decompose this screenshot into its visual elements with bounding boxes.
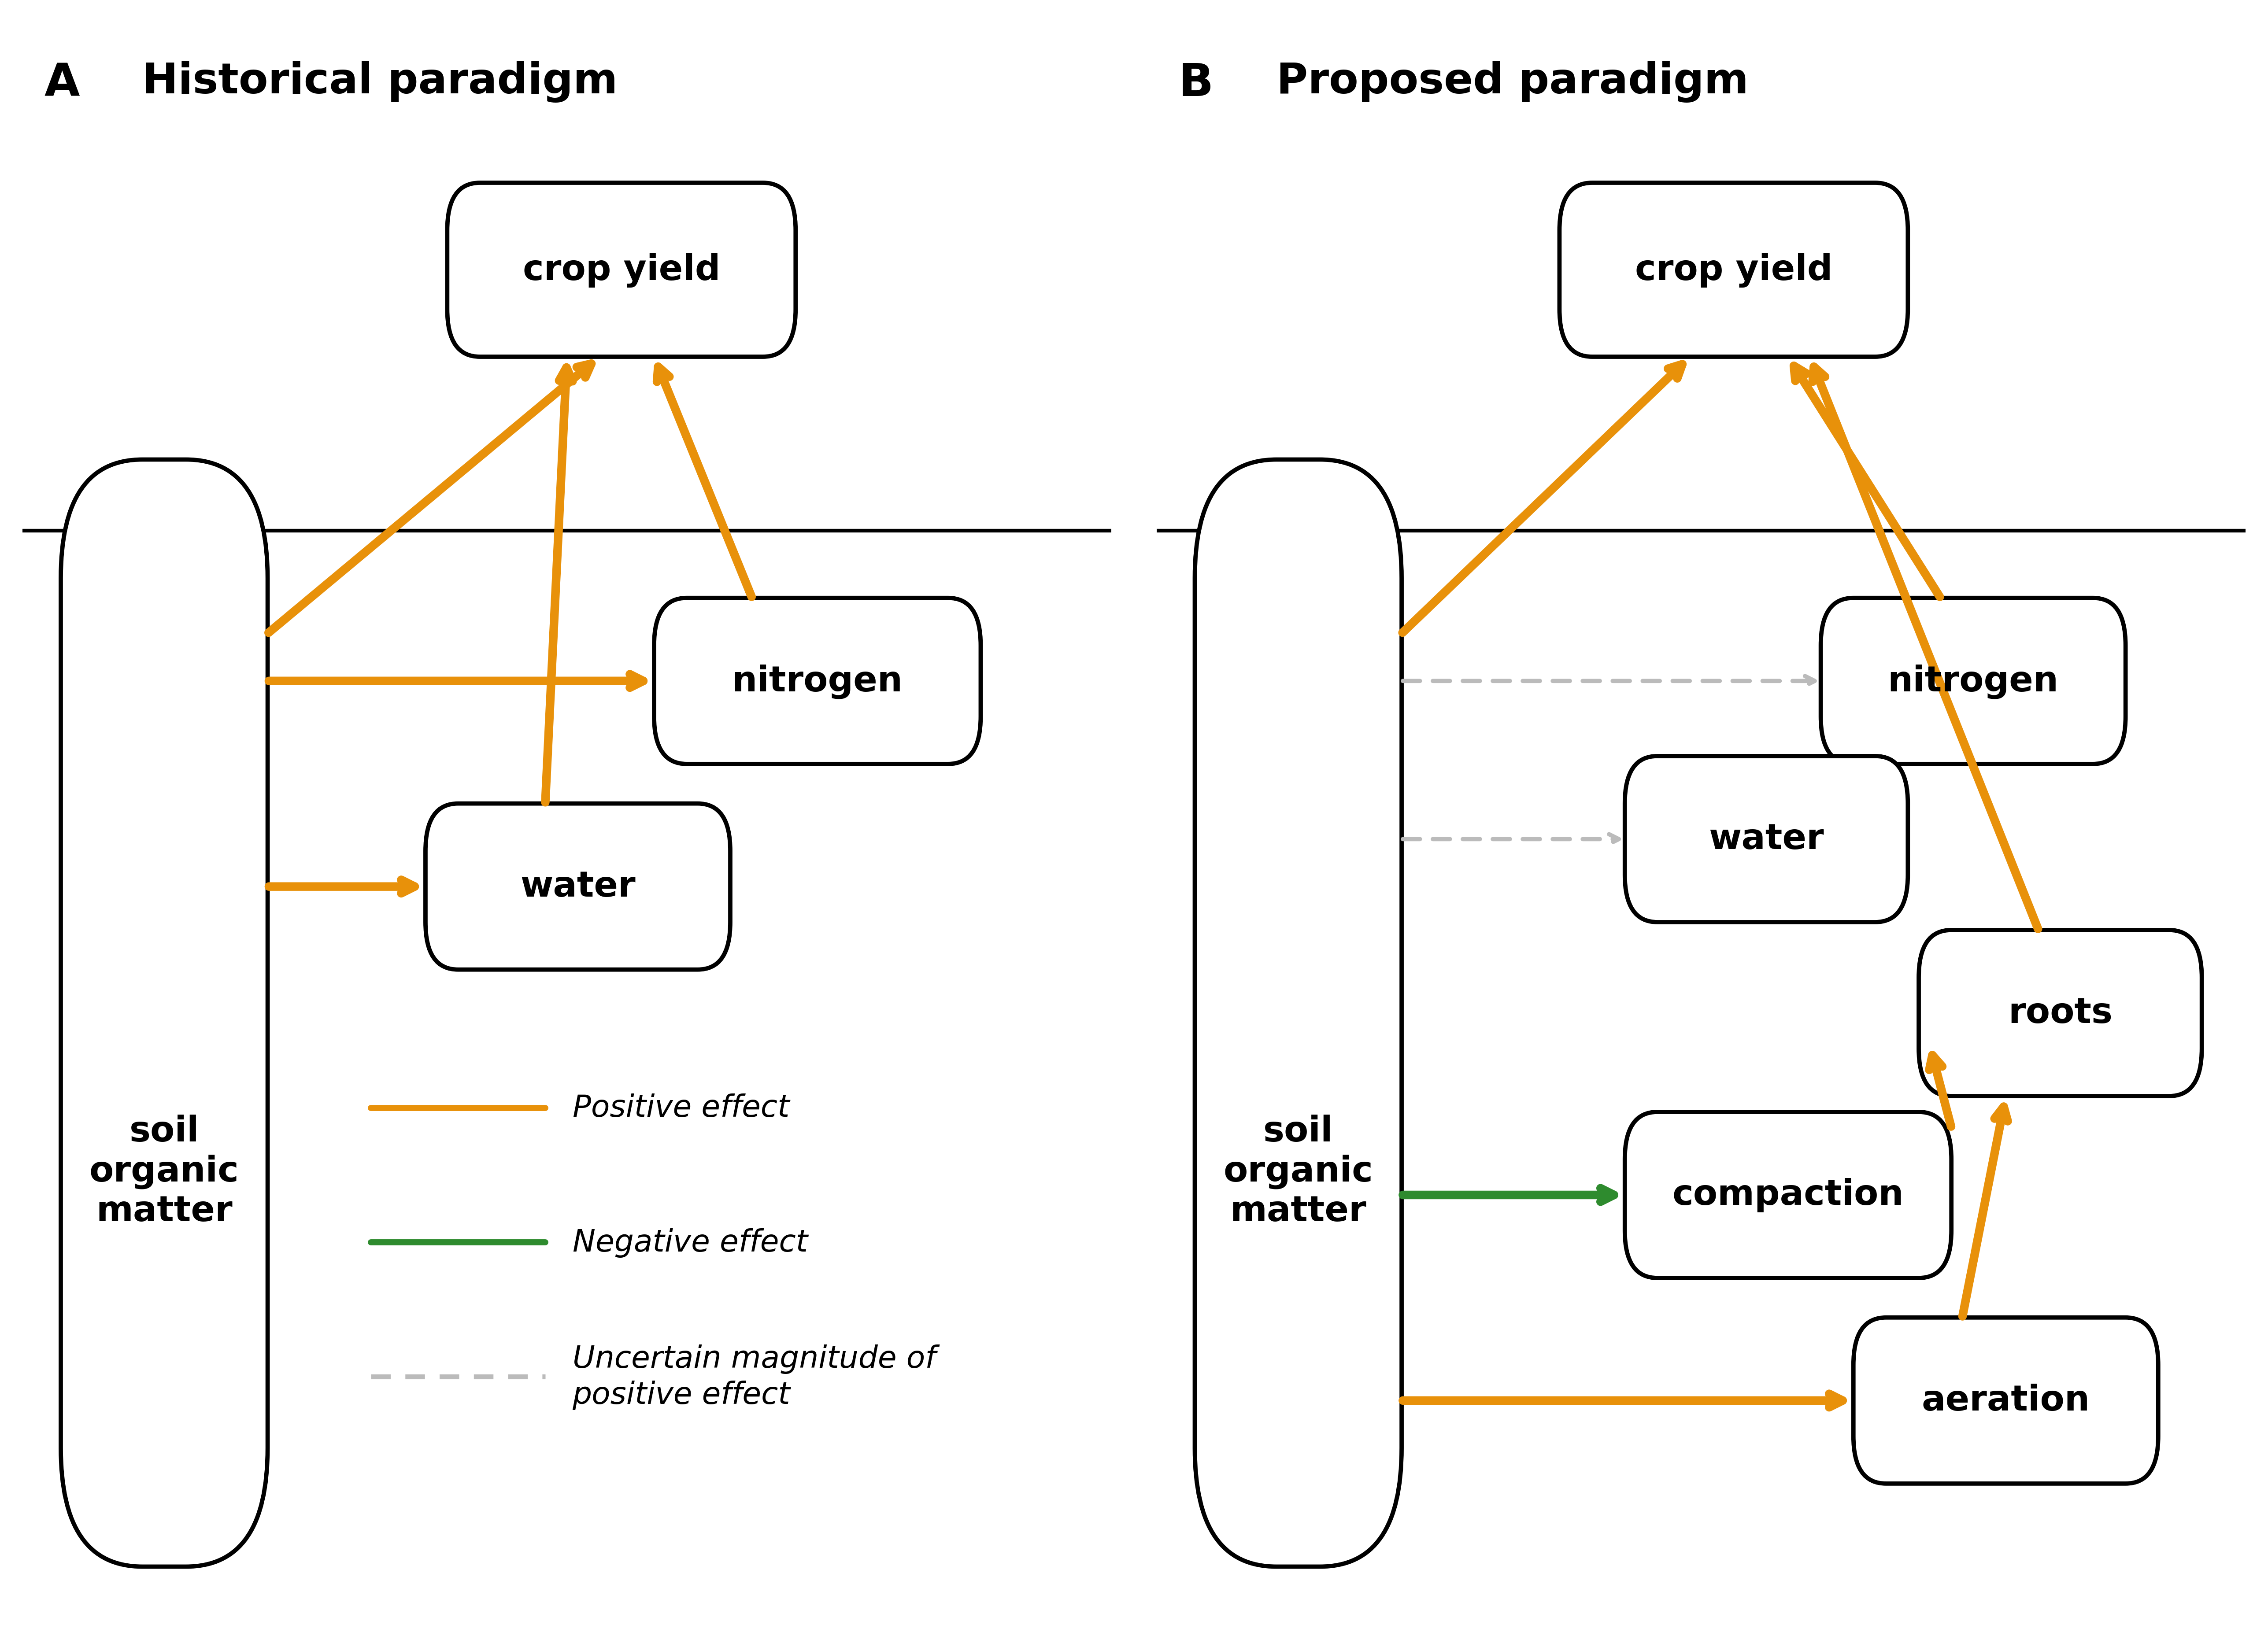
FancyBboxPatch shape (1560, 183, 1907, 357)
Text: soil
organic
matter: soil organic matter (88, 1115, 238, 1229)
Text: compaction: compaction (1672, 1178, 1903, 1212)
Text: water: water (519, 870, 635, 904)
FancyBboxPatch shape (1919, 931, 2202, 1097)
Text: Uncertain magnitude of
positive effect: Uncertain magnitude of positive effect (572, 1344, 937, 1410)
Text: crop yield: crop yield (522, 254, 721, 287)
Text: Positive effect: Positive effect (572, 1094, 789, 1123)
FancyBboxPatch shape (1195, 460, 1402, 1566)
Text: crop yield: crop yield (1635, 254, 1833, 287)
Text: soil
organic
matter: soil organic matter (1222, 1115, 1372, 1229)
Text: nitrogen: nitrogen (733, 664, 903, 698)
FancyBboxPatch shape (653, 598, 980, 764)
FancyBboxPatch shape (1624, 1112, 1950, 1278)
FancyBboxPatch shape (1853, 1318, 2159, 1484)
FancyBboxPatch shape (61, 460, 268, 1566)
Text: A: A (45, 61, 79, 105)
Text: nitrogen: nitrogen (1887, 664, 2059, 698)
FancyBboxPatch shape (1821, 598, 2125, 764)
FancyBboxPatch shape (426, 804, 730, 970)
Text: B: B (1179, 61, 1213, 105)
Text: water: water (1708, 822, 1823, 856)
Text: roots: roots (2007, 996, 2112, 1031)
Text: Negative effect: Negative effect (572, 1227, 807, 1257)
Text: Proposed paradigm: Proposed paradigm (1277, 61, 1749, 102)
FancyBboxPatch shape (1624, 756, 1907, 922)
Text: aeration: aeration (1921, 1383, 2091, 1418)
FancyBboxPatch shape (447, 183, 796, 357)
Text: Historical paradigm: Historical paradigm (143, 61, 617, 102)
